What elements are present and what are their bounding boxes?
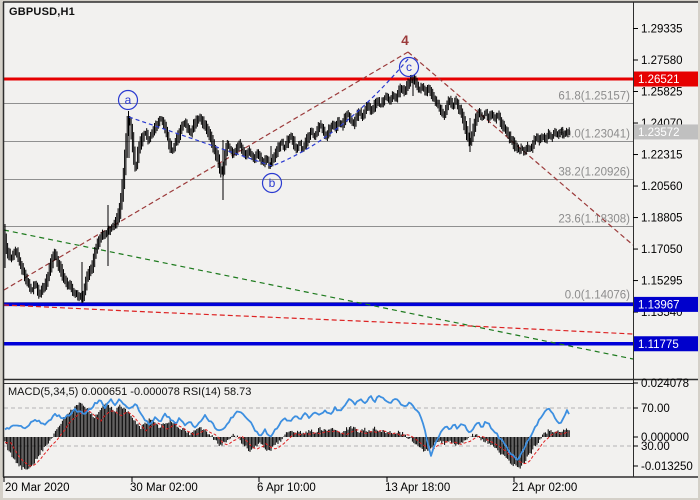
- wave-label-circle-a[interactable]: [117, 89, 139, 111]
- price-level-box-label: 1.11775: [638, 339, 679, 351]
- impulse-trendline-up[interactable]: [3, 51, 409, 291]
- time-axis-label: 13 Apr 18:00: [385, 482, 450, 494]
- wave-label-c: c: [406, 60, 412, 74]
- time-axis-label: 6 Apr 10:00: [257, 482, 316, 494]
- time-axis-label: 21 Apr 02:00: [512, 482, 577, 494]
- price-axis-tick-label: 1.15295: [641, 276, 683, 288]
- price-axis-tick-label: 1.27580: [641, 55, 683, 67]
- fib-level-label: 23.6(1.18308): [558, 213, 630, 225]
- price-level-box-1.13967: [634, 296, 698, 312]
- price-axis-tick-label: 1.20560: [641, 181, 683, 193]
- price-axis-tick-label: 1.17050: [641, 244, 683, 256]
- wave-path[interactable]: [128, 57, 410, 167]
- price-axis-tick-label: 1.29335: [641, 23, 683, 35]
- macd-axis-tick-label: -0.013250: [641, 461, 693, 473]
- time-axis-label: 20 Mar 2020: [5, 482, 70, 494]
- price-axis-tick-label: 1.18805: [641, 213, 683, 225]
- macd-axis-tick-label: 30.00: [641, 441, 670, 453]
- time-axis-label: 30 Mar 02:00: [130, 482, 198, 494]
- price-axis-tick-label: 1.25825: [641, 87, 683, 99]
- price-level-box-label: 1.13967: [638, 299, 680, 311]
- fib-level-label: 0.0(1.14076): [565, 289, 630, 301]
- projection-down[interactable]: [407, 51, 634, 246]
- macd-axis-tick-label: 0.024078: [641, 378, 689, 390]
- price-level-box-1.26521: [634, 71, 698, 87]
- price-level-box-label: 1.26521: [638, 74, 680, 86]
- wave-label-circle-c[interactable]: [398, 56, 420, 78]
- rsi-line: [4, 394, 570, 461]
- macd-signal-line: [4, 409, 570, 467]
- price-level-box-label: 1.23572: [638, 127, 680, 139]
- fib-level-label: 38.2(1.20926): [558, 166, 630, 178]
- price-level-box-1.11775: [634, 336, 698, 352]
- fib-level-label: 61.8(1.25157): [558, 91, 630, 103]
- macd-axis-tick-label: 0.000000: [641, 432, 689, 444]
- red-support-line[interactable]: [3, 304, 634, 335]
- price-axis-tick-label: 1.22315: [641, 150, 683, 162]
- fib-level-label: 50.0(1.23041): [558, 128, 630, 140]
- green-trendline-down[interactable]: [3, 229, 634, 360]
- price-level-box-1.23572: [634, 124, 698, 140]
- macd-axis-tick-label: 70.00: [641, 403, 670, 415]
- wave-label-a: a: [125, 93, 132, 107]
- wave-label-4: 4: [401, 33, 409, 48]
- wave-label-b: b: [269, 176, 276, 190]
- wave-label-circle-b[interactable]: [261, 172, 283, 194]
